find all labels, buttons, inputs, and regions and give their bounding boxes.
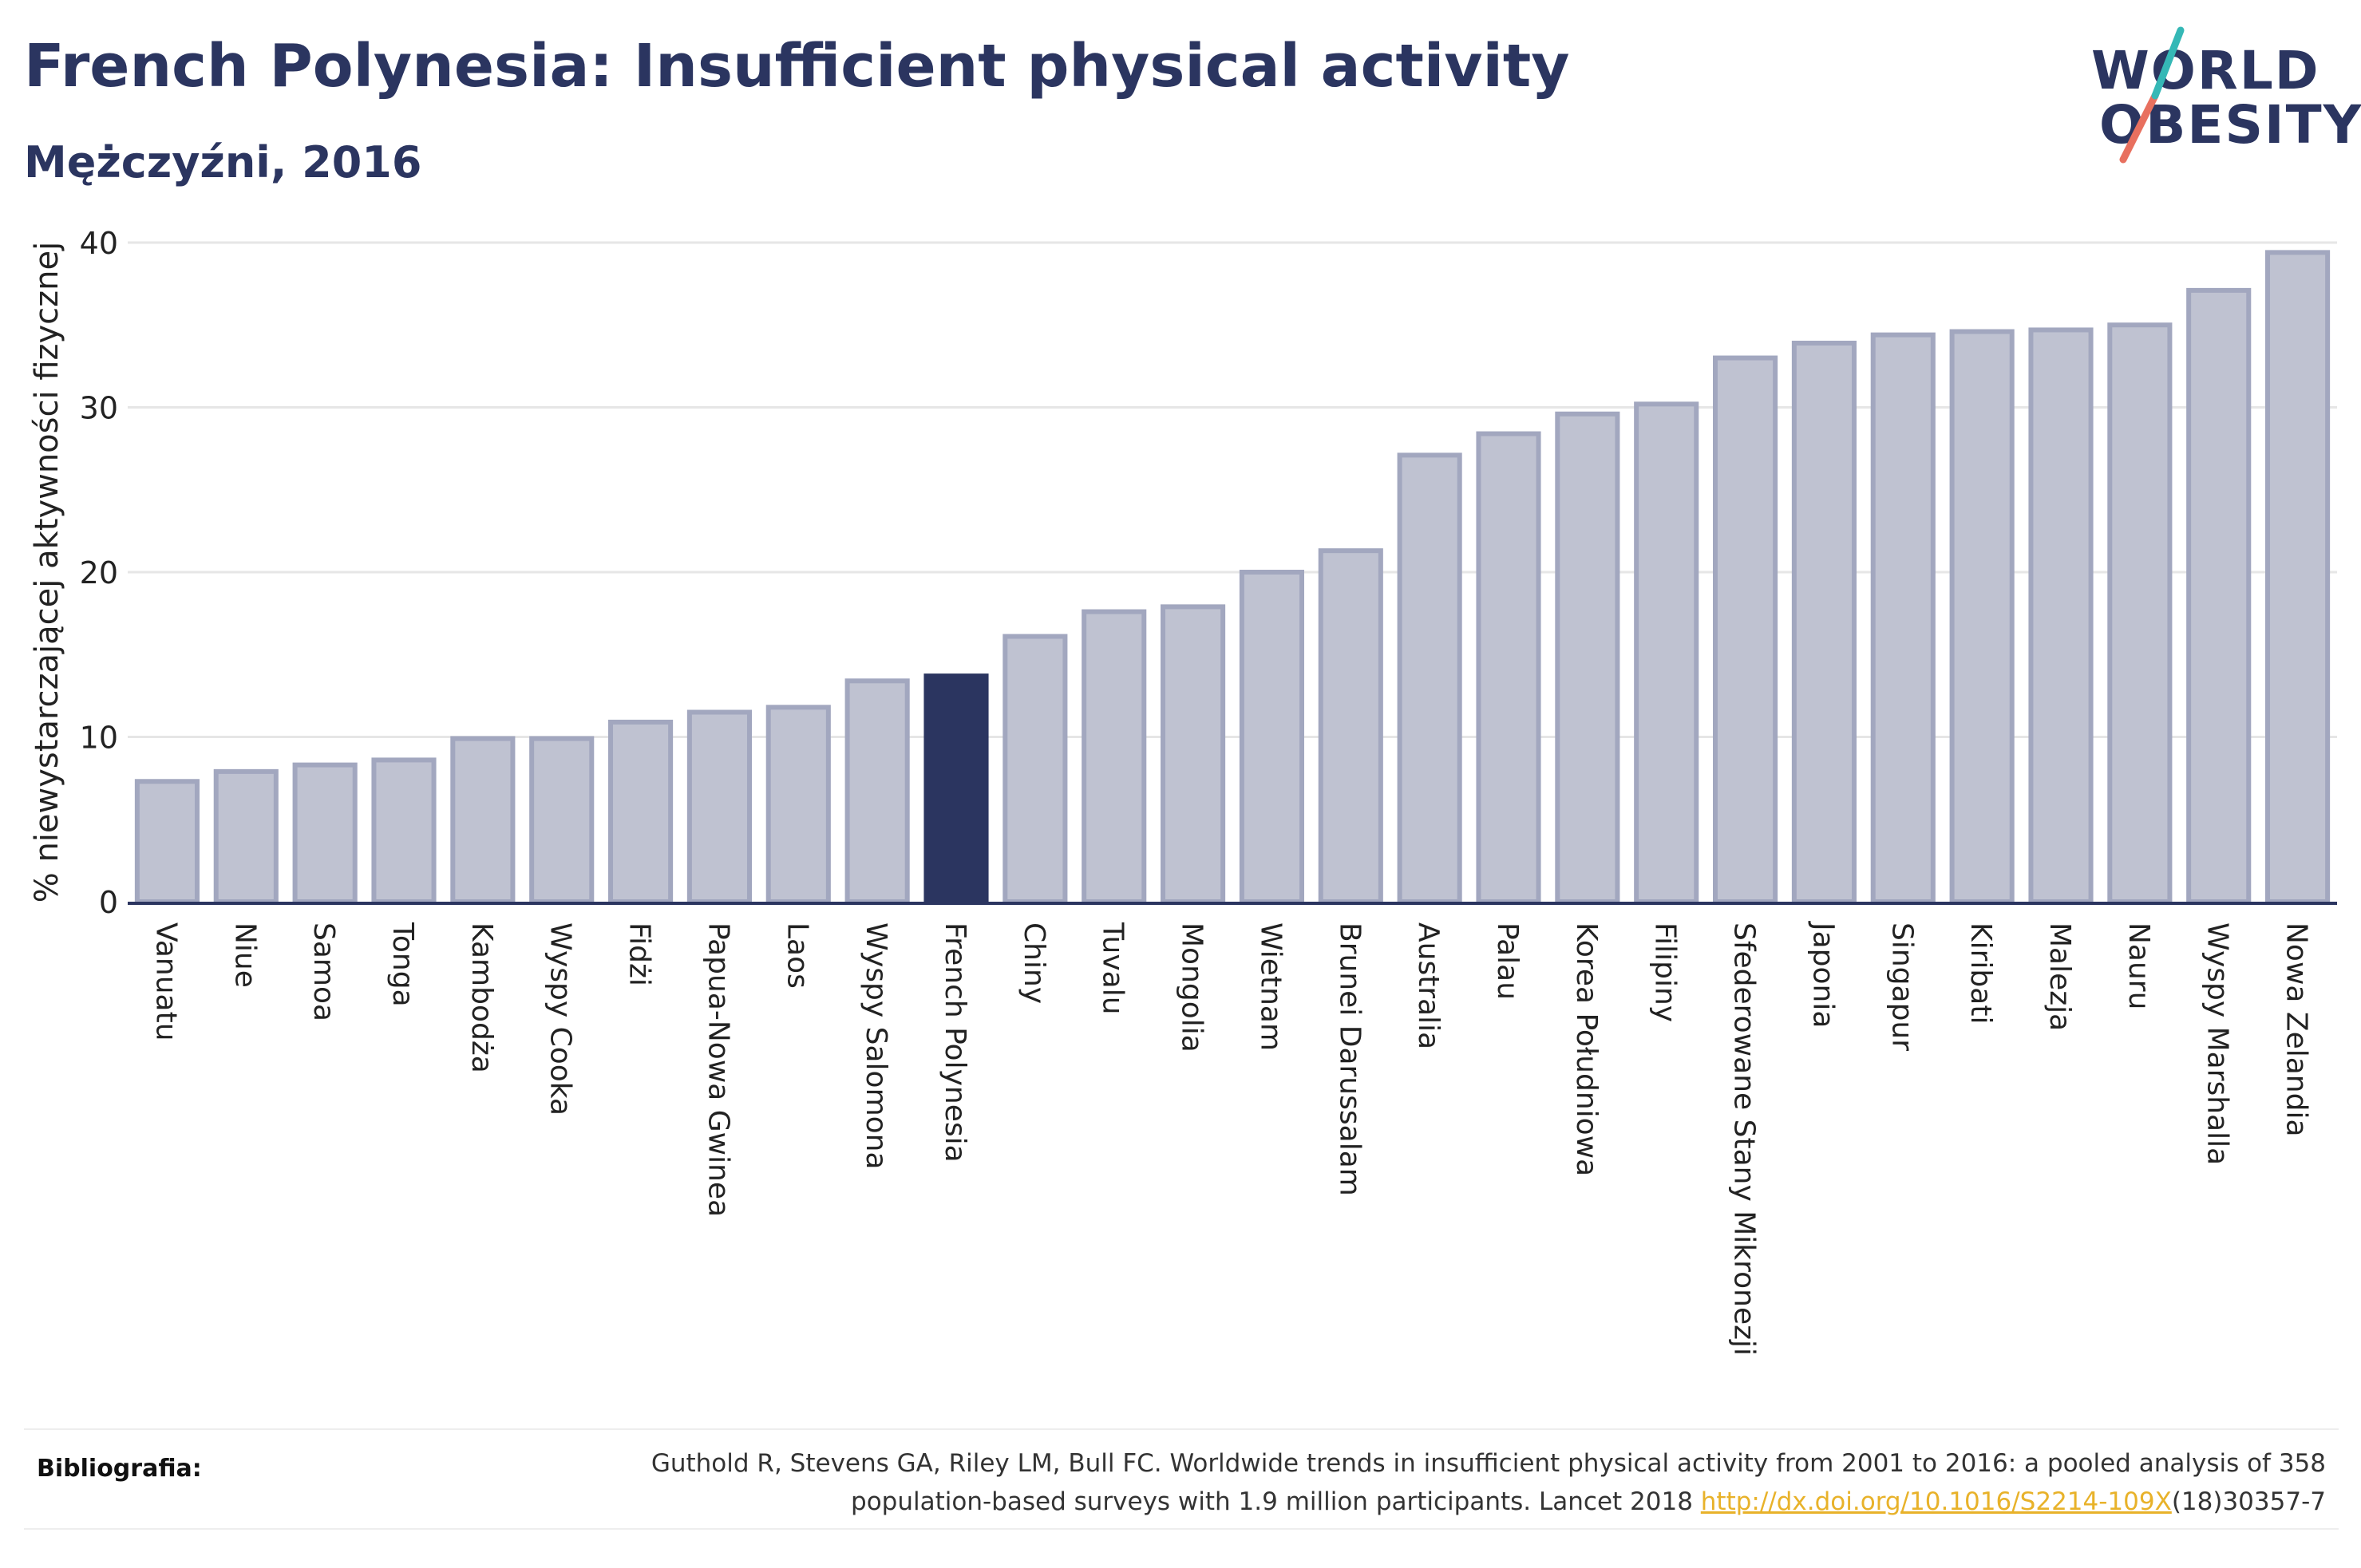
bar (1082, 609, 1147, 904)
x-tick-label: Papua-Nowa Gwinea (702, 922, 734, 1217)
y-tick-label: 0 (99, 885, 118, 920)
chart-title: French Polynesia: Insufficient physical … (24, 32, 1570, 101)
y-tick-label: 30 (80, 391, 118, 426)
x-tick-label: Wyspy Marshalla (2201, 922, 2234, 1165)
bar (1239, 570, 1304, 904)
x-tick-label: Korea Południowa (1570, 922, 1603, 1176)
doi-link[interactable]: http://dx.doi.org/10.1016/S2214-109X (1700, 1487, 2172, 1516)
bar (529, 736, 595, 904)
bar (213, 768, 279, 904)
bibliography-label: Bibliografia: (37, 1455, 202, 1483)
chart-subtitle: Mężczyźni, 2016 (24, 137, 422, 188)
x-tick-label: Kambodża (465, 922, 498, 1073)
bar (371, 757, 437, 904)
bar (844, 678, 910, 904)
x-tick-label: Nowa Zelandia (2280, 922, 2313, 1137)
y-tick-label: 20 (80, 555, 118, 590)
bar (2265, 250, 2331, 904)
x-tick-label: Wyspy Salomona (860, 922, 892, 1170)
bibliography-line2: population-based surveys with 1.9 millio… (851, 1487, 1701, 1516)
bar (1713, 355, 1778, 904)
bar (1318, 548, 1383, 905)
bar (292, 762, 358, 904)
x-tick-label: Kiribati (1964, 922, 1997, 1024)
y-tick-label: 10 (80, 721, 118, 756)
bar (1634, 401, 1699, 904)
bar (1791, 340, 1857, 904)
bar (1949, 329, 2015, 904)
x-tick-label: Laos (781, 922, 813, 989)
bar (608, 719, 674, 904)
x-tick-label: Malezja (2043, 922, 2076, 1031)
y-axis-label: % niewystarczającej aktywności fizycznej (29, 242, 65, 903)
footer-divider-bottom (24, 1528, 2339, 1530)
bar (686, 709, 752, 905)
bar (134, 779, 200, 904)
bar (1397, 452, 1462, 904)
bar (1003, 634, 1068, 904)
bar (765, 705, 831, 905)
bar (2028, 327, 2094, 904)
world-obesity-logo: WORLD OBESITY (2075, 24, 2361, 168)
bar (1476, 431, 1541, 904)
x-tick-label: Brunei Darussalam (1333, 922, 1366, 1196)
x-tick-label: Tonga (386, 922, 419, 1007)
x-tick-label: Filipiny (1649, 922, 1682, 1022)
bar (1161, 604, 1226, 904)
bibliography-line2-end: (18)30357-7 (2171, 1487, 2326, 1516)
x-tick-label: Wyspy Cooka (544, 922, 577, 1116)
x-tick-label: French Polynesia (939, 922, 971, 1163)
bibliography-text: Guthold R, Stevens GA, Riley LM, Bull FC… (410, 1444, 2326, 1521)
bar-highlighted (923, 673, 989, 904)
x-tick-label: Tuvalu (1097, 922, 1129, 1015)
x-tick-label: Niue (228, 922, 261, 988)
x-tick-label: Chiny (1018, 922, 1050, 1004)
x-tick-label: Nauru (2122, 922, 2155, 1009)
bar (1870, 332, 1936, 904)
x-tick-label: Wietnam (1254, 922, 1287, 1051)
x-tick-label: Sfederowane Stany Mikronezji (1728, 922, 1761, 1356)
logo-line1: WORLD (2091, 40, 2320, 101)
x-tick-label: Australia (1412, 922, 1445, 1049)
x-tick-label: Vanuatu (149, 922, 182, 1041)
x-tick-label: Palau (1491, 922, 1524, 1000)
bibliography-line1: Guthold R, Stevens GA, Riley LM, Bull FC… (651, 1449, 2326, 1478)
x-tick-label: Singapur (1885, 922, 1918, 1051)
bar-chart: 0 10 20 30 40 % niewystarczającej aktywności … (29, 226, 2337, 1356)
x-tick-label: Mongolia (1176, 922, 1208, 1053)
bar (1555, 411, 1620, 904)
x-tick-label: Fidżi (623, 922, 656, 986)
x-tick-label: Samoa (307, 922, 340, 1021)
x-tick-label: Japonia (1806, 921, 1839, 1028)
bar (450, 736, 516, 904)
footer-divider-top (24, 1428, 2339, 1430)
logo-slash-icon (2119, 26, 2185, 164)
bar (2186, 287, 2252, 904)
bar (2107, 322, 2173, 904)
y-tick-label: 40 (80, 226, 118, 261)
